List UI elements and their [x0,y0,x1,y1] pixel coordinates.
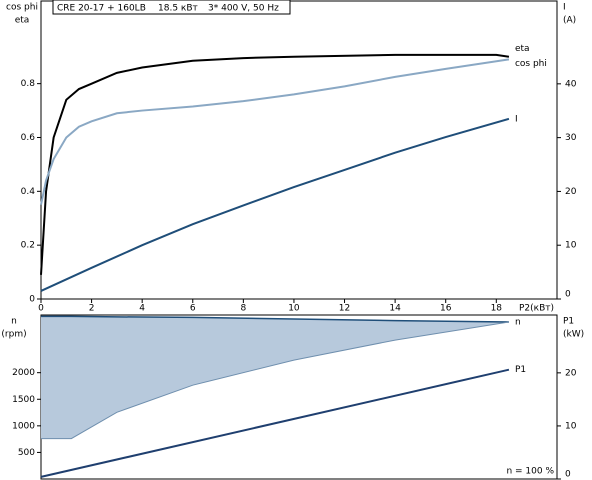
y2-tick-label: 0 [565,470,571,480]
y-axis-label: n [11,317,17,327]
x-tick-label: 10 [288,304,300,314]
header-box [52,0,291,15]
y-tick-label: 2000 [12,368,35,378]
y2-axis-label: P1 [563,317,574,327]
n-upper-line [41,315,509,323]
x-tick-label: 16 [440,304,452,314]
y2-tick-label: 30 [565,133,577,143]
y-tick-label: 0.4 [21,187,36,197]
curve-label: P1 [515,365,526,375]
curve [40,58,510,205]
y-tick-label: 0 [29,295,35,305]
y2-axis-label: I [563,3,566,13]
x-tick-label: 14 [389,304,401,314]
y2-tick-label: 10 [565,241,577,251]
y2-axis-label: (kW) [563,330,584,340]
x-tick-label: 0 [38,304,44,314]
y2-tick-label: 10 [565,421,577,431]
header-text: 3* 400 V, 50 Hz [208,4,279,14]
y-axis-label: (rpm) [1,330,26,340]
y-tick-label: 0.2 [21,241,35,251]
curve [40,53,510,275]
x-tick-label: 6 [190,304,196,314]
header-text: CRE 20-17 + 160LB [57,4,146,14]
curve [40,117,510,292]
y2-tick-label: 20 [565,368,577,378]
x-tick-label: 2 [89,304,95,314]
n-lower-line [41,321,510,440]
y-tick-label: 1500 [12,395,35,405]
y2-tick-label: 0 [565,290,571,300]
y2-tick-label: 20 [565,187,577,197]
y-axis-label: eta [15,16,30,26]
curve-label: eta [515,44,530,54]
x-tick-label: 12 [339,304,350,314]
curve-label: cos phi [515,59,547,69]
curve-label: I [515,114,518,124]
x-axis-label: P2(кВт) [519,304,554,314]
plot-frame [40,0,558,300]
y-tick-label: 1000 [12,421,35,431]
y2-tick-label: 40 [565,79,577,89]
y-axis-label: cos phi [6,3,38,13]
annotation: n = 100 % [506,467,554,477]
header-text: 18.5 кВт [158,4,198,14]
curve-label: n [515,318,521,328]
n-range-area [41,316,509,439]
y2-axis-label: (A) [563,16,576,26]
x-tick-label: 18 [491,304,503,314]
y-tick-label: 500 [18,448,35,458]
y-tick-label: 0.6 [21,133,36,143]
x-tick-label: 8 [240,304,246,314]
y-tick-label: 0.8 [21,79,36,89]
x-tick-label: 4 [139,304,145,314]
curve [40,368,510,478]
